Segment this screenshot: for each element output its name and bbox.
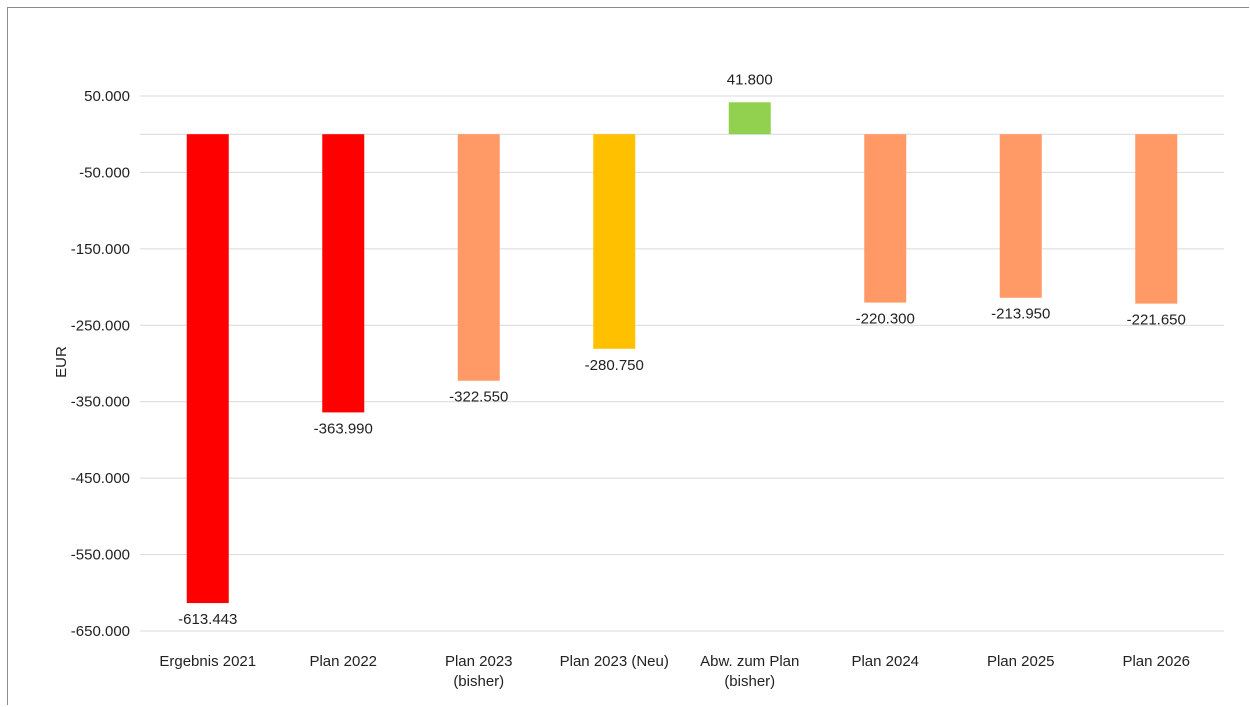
data-label: -363.990 — [314, 420, 373, 437]
x-tick-label: (bisher) — [453, 673, 504, 690]
y-tick-label: -350.000 — [71, 394, 130, 411]
x-tick-label: Abw. zum Plan — [700, 653, 799, 670]
y-tick-label: -550.000 — [71, 547, 130, 564]
y-tick-label: -250.000 — [71, 317, 130, 334]
x-tick-label: Ergebnis 2021 — [159, 653, 256, 670]
bar — [186, 134, 229, 604]
data-label: -213.950 — [991, 306, 1050, 323]
x-axis-ticks: Ergebnis 2021 Plan 2022 Plan 2023 (bisher) P… — [159, 653, 1190, 690]
y-tick-label: -450.000 — [71, 470, 130, 487]
bar — [1135, 134, 1178, 304]
y-tick-label: 50.000 — [84, 88, 130, 105]
x-tick-label: Plan 2026 — [1122, 653, 1190, 670]
x-tick-label: Plan 2023 (Neu) — [560, 653, 669, 670]
data-label: 41.800 — [727, 71, 773, 88]
y-axis-label: EUR — [53, 346, 70, 378]
data-label: -280.750 — [585, 357, 644, 374]
x-tick-label: Plan 2024 — [851, 653, 919, 670]
bar — [864, 134, 907, 303]
x-tick-label: (bisher) — [724, 673, 775, 690]
x-tick-label: Plan 2023 — [445, 653, 513, 670]
chart-frame — [7, 7, 1249, 705]
bar — [322, 134, 365, 413]
y-tick-label: -150.000 — [71, 241, 130, 258]
data-label: -221.650 — [1127, 312, 1186, 329]
y-tick-label: -650.000 — [71, 623, 130, 640]
data-label: -322.550 — [449, 389, 508, 406]
y-axis-ticks: 50.000 -50.000 -150.000 -250.000 -350.000 -45… — [71, 88, 130, 640]
x-tick-label: Plan 2025 — [987, 653, 1055, 670]
gridlines — [140, 95, 1224, 632]
data-label: -220.300 — [856, 311, 915, 328]
data-label: -613.443 — [178, 611, 237, 628]
y-tick-label: -50.000 — [79, 164, 130, 181]
bars — [186, 102, 1178, 604]
data-labels: -613.443 -363.990 -322.550 -280.750 41.800 -2… — [178, 71, 1186, 628]
bar — [593, 134, 636, 349]
x-tick-label: Plan 2022 — [309, 653, 377, 670]
bar — [457, 134, 500, 381]
bar — [728, 102, 771, 135]
bar — [999, 134, 1042, 298]
